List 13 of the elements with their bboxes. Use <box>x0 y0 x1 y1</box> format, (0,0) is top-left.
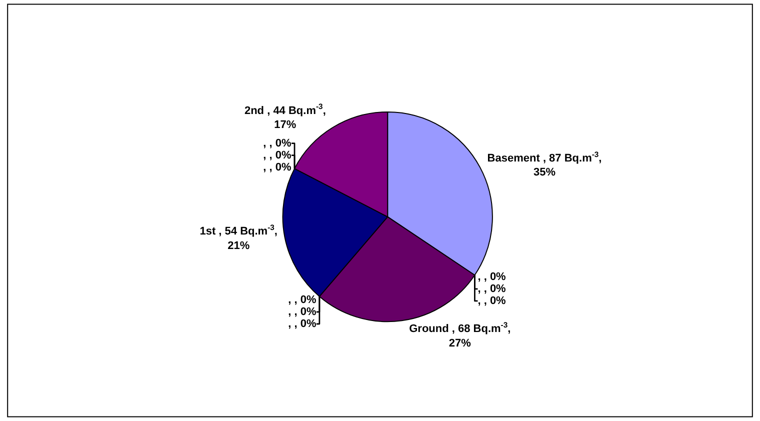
category-label: 2nd , 44 Bq.m$^{-3}$, 17% <box>244 102 326 132</box>
legend-label: , , 0% <box>288 294 316 306</box>
legend-label: , , 0% <box>263 149 292 162</box>
category-label: , , 0% <box>478 294 506 307</box>
category-label: , , 0% <box>478 282 506 295</box>
legend-label: , , 0% <box>263 161 292 174</box>
category-label: 1st , 54 Bq.m$^{-3}$, 21% <box>200 222 278 252</box>
category-label: , , 0% <box>288 306 316 318</box>
category-label: , , 0% <box>478 270 506 283</box>
category-label: , , 0% <box>288 318 316 330</box>
category-label: , , 0% <box>263 137 292 150</box>
category-label: Ground , 68 Bq.m$^{-3}$, 27% <box>409 320 511 350</box>
category-label: Basement , 87 Bq.m$^{-3}$, 35% <box>487 150 602 179</box>
